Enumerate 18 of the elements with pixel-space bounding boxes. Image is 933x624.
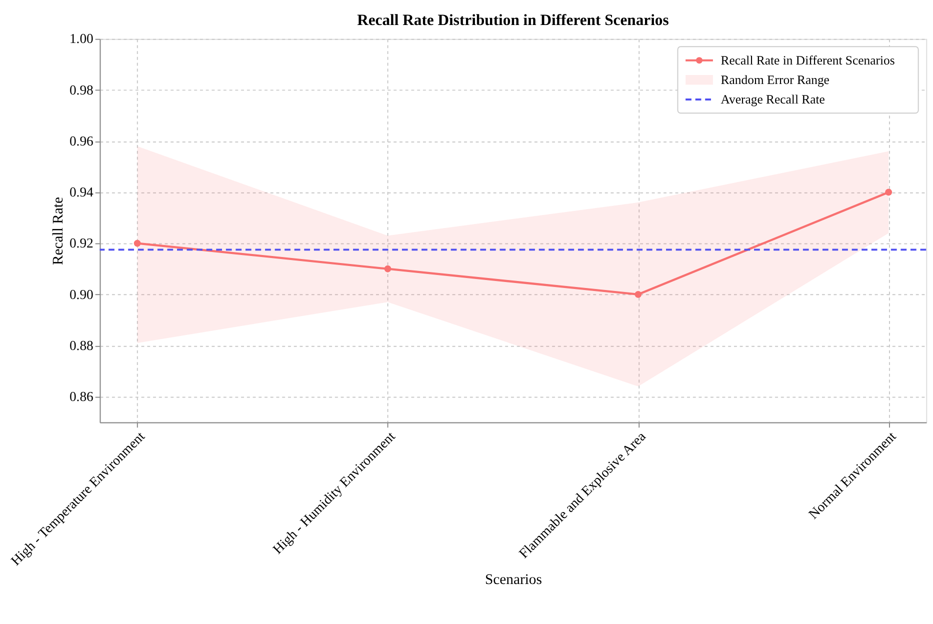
x-axis-title: Scenarios	[484, 572, 542, 588]
y-tick-label: 0.92	[69, 236, 94, 251]
y-axis-title: Recall Rate	[50, 197, 67, 266]
y-tick-label: 1.00	[69, 31, 94, 46]
legend-label: Recall Rate in Different Scenarios	[720, 53, 895, 68]
point	[384, 265, 392, 272]
annotation: Random Error Range	[720, 72, 830, 87]
legend-label: Average Recall Rate	[720, 92, 826, 106]
point	[134, 240, 141, 247]
y-tick-label: 0.98	[69, 82, 94, 98]
y-tick-label: 0.96	[69, 133, 94, 148]
y-tick-label: 0.86	[69, 389, 94, 404]
y-tick-label: 0.90	[69, 286, 94, 302]
point	[634, 290, 642, 298]
y-tick-label: 0.88	[69, 338, 94, 353]
chart-title: Recall Rate Distribution in Different Scenarios	[357, 12, 669, 30]
y-tick-label: 0.94	[69, 184, 94, 200]
point	[885, 188, 892, 196]
